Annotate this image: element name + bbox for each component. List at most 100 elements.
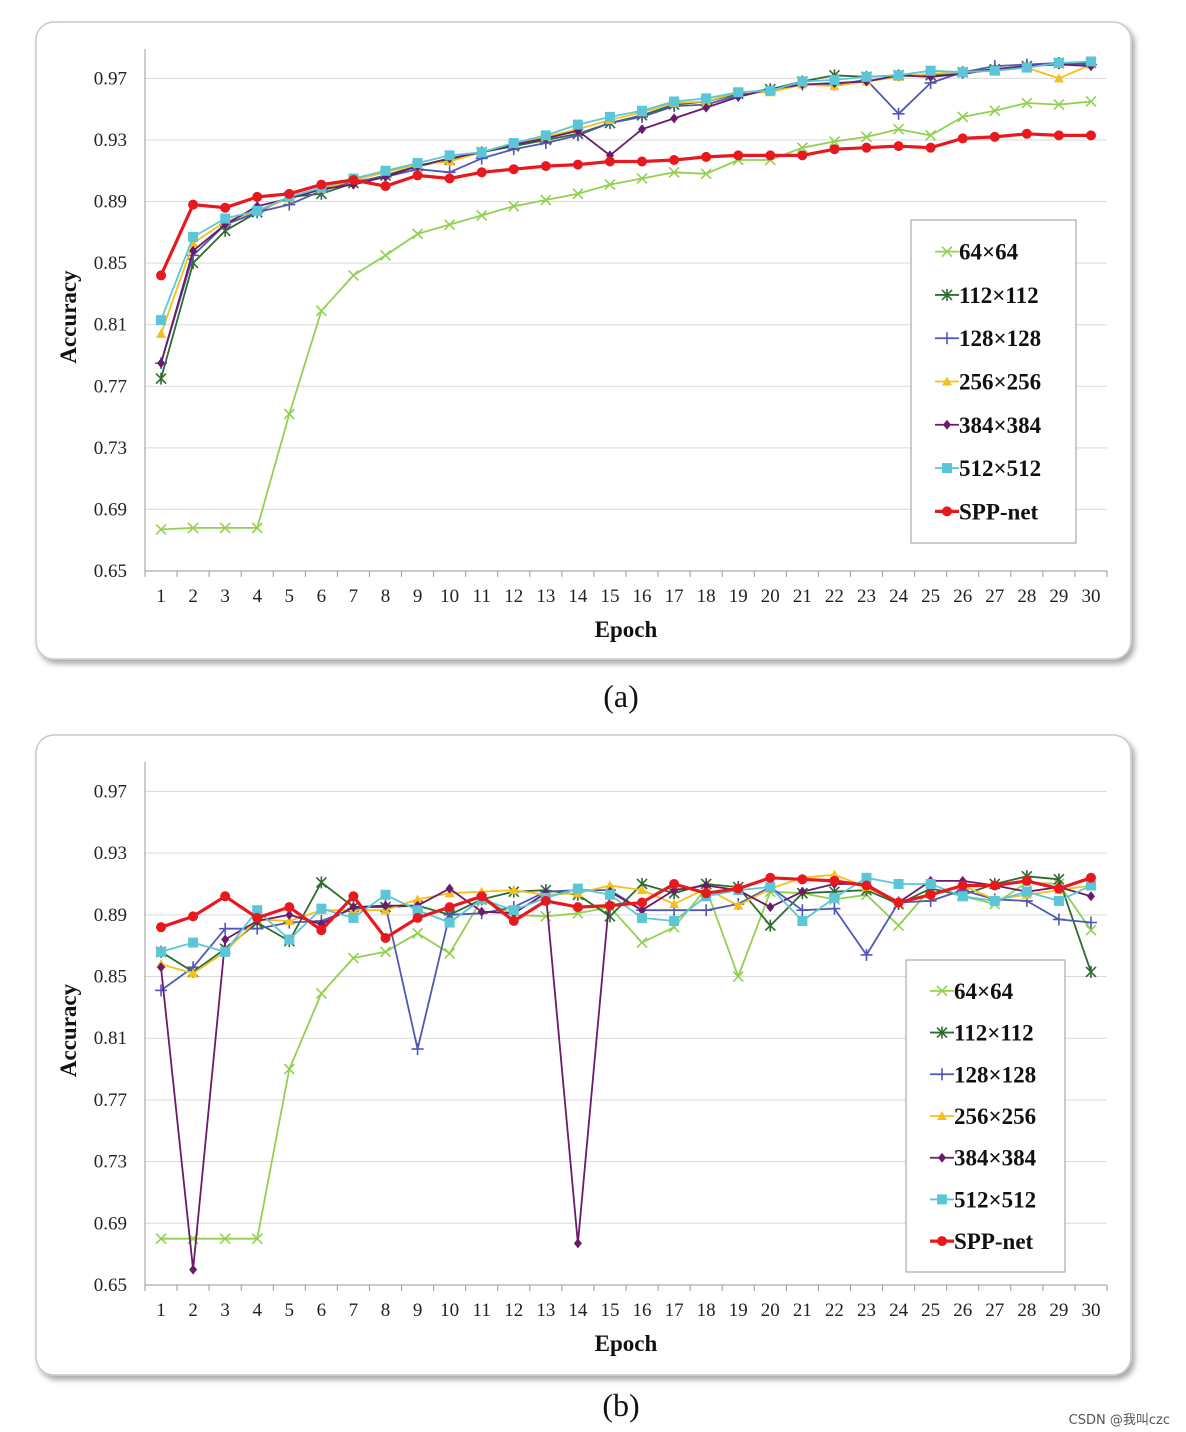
- panel-a-legend-label: 256×256: [959, 370, 1041, 395]
- panel-b-series-64x64-point: [636, 937, 648, 949]
- panel-a-series-384x384-point: [189, 245, 198, 256]
- panel-b-series-256x256-point: [284, 915, 295, 925]
- panel-b-xtick-label: 3: [220, 1300, 230, 1321]
- panel-b-xtick-label: 13: [536, 1300, 555, 1321]
- panel-a-series-spp-net-point: [1085, 130, 1096, 141]
- panel-a-series-512x512-point: [572, 119, 583, 130]
- panel-a-xtick-label: 22: [825, 586, 844, 607]
- panel-b-xtick-label: 11: [473, 1300, 491, 1321]
- panel-a-series-64x64-point: [893, 123, 905, 135]
- panel-b-series-128x128-point: [796, 904, 809, 917]
- panel-b-series-spp-net-point: [957, 880, 968, 891]
- panel-b-series-spp-net-point: [829, 875, 840, 886]
- panel-b-legend-swatch-marker: [937, 1111, 947, 1120]
- panel-b-xtick-label: 20: [761, 1300, 780, 1321]
- panel-b-series-128x128-point: [219, 922, 232, 935]
- panel-b-series-256x256-point: [637, 885, 648, 895]
- panel-b-series-512x512-point: [572, 883, 583, 894]
- panel-b-series-spp-net-point: [156, 922, 167, 933]
- panel-a-xtick-label: 29: [1049, 586, 1068, 607]
- panel-b-series-spp-net-point: [1085, 872, 1096, 883]
- panel-a-series-64x64-point: [251, 522, 263, 534]
- panel-b-series-256x256-point: [669, 899, 680, 909]
- panel-b-series-384x384-point: [349, 902, 358, 913]
- panel-a-xtick-label: 13: [536, 586, 555, 607]
- panel-a-xtick-label: 15: [600, 586, 619, 607]
- panel-a-xtick-label: 21: [793, 586, 812, 607]
- panel-b-xtick-label: 10: [440, 1300, 459, 1321]
- panel-b-series-384x384-point: [702, 880, 711, 891]
- panel-b-series-256x256-point: [604, 880, 615, 890]
- panel-b-legend-swatch-marker: [937, 1194, 947, 1205]
- panel-b-series-512x512-point: [156, 946, 167, 957]
- panel-a-legend-label: 384×384: [959, 413, 1042, 438]
- panel-b-series-384x384-point: [157, 962, 166, 973]
- panel-a-legend-item-512x512: 512×512: [935, 456, 1041, 481]
- panel-b-series-384x384-point: [445, 883, 454, 894]
- panel-a-legend-label: 128×128: [959, 326, 1041, 351]
- panel-a-ytick-label: 0.77: [94, 376, 127, 397]
- panel-b-series-spp-net-point: [701, 888, 712, 899]
- panel-a-xtick-label: 24: [889, 586, 909, 607]
- panel-a-xtick-label: 4: [252, 586, 262, 607]
- panel-a-xtick-label: 28: [1017, 586, 1036, 607]
- panel-b-frame: [35, 734, 1132, 1376]
- panel-b-series-128x128-point: [411, 1043, 424, 1056]
- panel-b-xtick-label: 19: [729, 1300, 748, 1321]
- panel-a-series-spp-net-point: [925, 142, 936, 153]
- panel-a-series-512x512-point: [540, 130, 551, 141]
- panel-b-series-spp-net-point: [220, 891, 231, 902]
- panel-b-xtick-label: 24: [889, 1300, 909, 1321]
- panel-a-xtick-label: 10: [440, 586, 459, 607]
- panel-b-series-spp-net-point: [765, 872, 776, 883]
- panel-a-series-spp-net-point: [733, 150, 744, 161]
- panel-b-series-256x256-point: [508, 885, 519, 895]
- panel-a-series-512x512-point: [1053, 58, 1064, 68]
- panel-b-y-axis-label: Accuracy: [56, 983, 81, 1077]
- panel-b-series-512x512-point: [252, 905, 263, 916]
- panel-a-series-spp-net-point: [316, 179, 327, 190]
- panel-a-xtick-label: 19: [729, 586, 748, 607]
- panel-a-legend-swatch-marker: [942, 463, 952, 474]
- panel-a-series-64x64-point: [925, 129, 937, 141]
- panel-a-xtick-label: 20: [761, 586, 780, 607]
- panel-b-series-spp-net-point: [188, 911, 199, 922]
- panel-b-series-spp-net-line: [160, 876, 1092, 940]
- panel-a-series-512x512-point: [508, 138, 519, 149]
- panel-a-xtick-label: 5: [285, 586, 295, 607]
- panel-b-series-spp-net-point: [637, 897, 648, 908]
- panel-a-series-spp-net-point: [508, 164, 519, 175]
- panel-a-series-512x512-point: [765, 85, 776, 96]
- panel-b-series-512x512-point: [412, 905, 423, 916]
- panel-a-series-64x64-line: [160, 100, 1092, 531]
- panel-a-series-384x384-point: [702, 102, 711, 113]
- panel-b-legend-item-512x512: 512×512: [930, 1187, 1036, 1212]
- panel-a-legend-swatch-marker: [941, 288, 953, 301]
- panel-a-xtick-label: 16: [633, 586, 652, 607]
- panel-a-xtick-label: 8: [381, 586, 391, 607]
- panel-b-series-64x64-point: [412, 927, 424, 939]
- panel-a-series-spp-net-point: [701, 151, 712, 162]
- panel-b-series-64x64-point: [379, 946, 392, 958]
- panel-b-series-512x512-point: [284, 934, 295, 945]
- panel-b-series-128x128-point: [155, 984, 168, 997]
- panel-a-xtick-label: 17: [665, 586, 684, 607]
- panel-b-series-256x256-point: [829, 869, 840, 879]
- panel-b-series-64x64-point: [155, 1233, 167, 1245]
- watermark: CSDN @我叫czc: [1069, 1413, 1170, 1428]
- panel-a-series-64x64-point: [347, 269, 359, 282]
- panel-a-legend-label: 112×112: [959, 283, 1039, 308]
- panel-a-xtick-label: 2: [188, 586, 198, 607]
- caption-a: (a): [603, 678, 639, 714]
- panel-a-x-axis-label: Epoch: [595, 617, 658, 642]
- panel-b-series-spp-net-point: [669, 878, 680, 889]
- panel-b-series-384x384-point: [1086, 891, 1095, 902]
- panel-a-legend-swatch-marker: [941, 246, 953, 258]
- panel-a-xtick-label: 18: [697, 586, 716, 607]
- panel-b-series-512x512-point: [508, 905, 519, 916]
- panel-b-series-128x128-point: [860, 948, 873, 961]
- panel-a-series-64x64-point: [700, 168, 712, 180]
- panel-a-series-spp-net-point: [348, 174, 359, 185]
- panel-b-series-512x512-point: [380, 889, 391, 900]
- panel-a-series-64x64-point: [1053, 98, 1065, 111]
